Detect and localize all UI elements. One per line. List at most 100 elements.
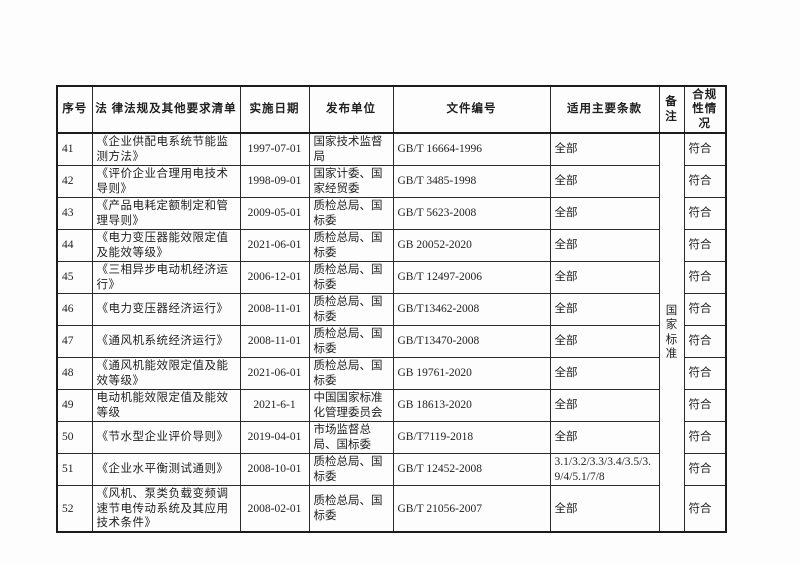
cell-publisher: 质检总局、国标委 (308, 325, 394, 359)
cell-name: 《评价企业合理用电技术导则》 (91, 165, 241, 199)
cell-publisher: 质检总局、国标委 (308, 229, 394, 263)
cell-publisher: 国家计委、国家经贸委 (308, 165, 394, 199)
cell-compliance: 符合 (683, 325, 727, 359)
cell-doc-no: GB/T7119-2018 (392, 421, 551, 455)
header-doc-no: 文件编号 (392, 85, 551, 135)
cell-compliance: 符合 (683, 165, 727, 199)
cell-remark-merged: 国家标准 (658, 132, 685, 533)
cell-index: 43 (56, 197, 93, 231)
cell-compliance: 符合 (683, 485, 727, 533)
header-remark: 备注 (658, 85, 685, 135)
cell-publisher: 质检总局、国标委 (308, 197, 394, 231)
table-row: 49 电动机能效限定值及能效等级 2021-6-1 中国国家标准化管理委员会 G… (56, 389, 727, 423)
cell-publisher: 质检总局、国标委 (308, 261, 394, 295)
cell-name: 《电力变压器经济运行》 (91, 293, 241, 327)
cell-doc-no: GB/T 21056-2007 (392, 485, 551, 533)
cell-clauses: 全部 (549, 325, 660, 359)
cell-date: 2008-11-01 (239, 293, 310, 327)
table-row: 42 《评价企业合理用电技术导则》 1998-09-01 国家计委、国家经贸委 … (56, 165, 727, 199)
cell-name: 《通风机系统经济运行》 (91, 325, 241, 359)
cell-publisher: 质检总局、国标委 (308, 357, 394, 391)
cell-date: 2006-12-01 (239, 261, 310, 295)
cell-compliance: 符合 (683, 357, 727, 391)
cell-date: 2008-10-01 (239, 453, 310, 487)
cell-date: 2021-6-1 (239, 389, 310, 423)
cell-doc-no: GB 20052-2020 (392, 229, 551, 263)
cell-doc-no: GB/T13462-2008 (392, 293, 551, 327)
cell-doc-no: GB/T 12452-2008 (392, 453, 551, 487)
cell-doc-no: GB/T13470-2008 (392, 325, 551, 359)
table-body: 41 《企业供配电系统节能监测方法》 1997-07-01 国家技术监督局 GB… (56, 132, 727, 533)
cell-clauses: 全部 (549, 293, 660, 327)
cell-publisher: 质检总局、国标委 (308, 453, 394, 487)
cell-index: 45 (56, 261, 93, 295)
cell-clauses: 3.1/3.2/3.3/3.4/3.5/3.9/4/5.1/7/8 (549, 453, 660, 487)
cell-date: 2019-04-01 (239, 421, 310, 455)
cell-clauses: 全部 (549, 421, 660, 455)
cell-compliance: 符合 (683, 197, 727, 231)
cell-compliance: 符合 (683, 229, 727, 263)
cell-index: 44 (56, 229, 93, 263)
cell-name: 《产品电耗定额制定和管理导则》 (91, 197, 241, 231)
table-row: 45 《三相异步电动机经济运行》 2006-12-01 质检总局、国标委 GB/… (56, 261, 727, 295)
cell-index: 51 (56, 453, 93, 487)
table-row: 51 《企业水平衡测试通则》 2008-10-01 质检总局、国标委 GB/T … (56, 453, 727, 487)
table-row: 44 《电力变压器能效限定值及能效等级》 2021-06-01 质检总局、国标委… (56, 229, 727, 263)
cell-date: 1998-09-01 (239, 165, 310, 199)
cell-publisher: 市场监督总局、国标委 (308, 421, 394, 455)
header-publisher: 发布单位 (308, 85, 394, 135)
cell-compliance: 符合 (683, 261, 727, 295)
cell-name: 电动机能效限定值及能效等级 (91, 389, 241, 423)
cell-index: 48 (56, 357, 93, 391)
cell-doc-no: GB/T 5623-2008 (392, 197, 551, 231)
cell-clauses: 全部 (549, 261, 660, 295)
header-clauses: 适用主要条款 (549, 85, 660, 135)
table-row: 52 《风机、泵类负载变频调速节电传动系统及其应用技术条件》 2008-02-0… (56, 485, 727, 533)
cell-publisher: 质检总局、国标委 (308, 293, 394, 327)
table-row: 46 《电力变压器经济运行》 2008-11-01 质检总局、国标委 GB/T1… (56, 293, 727, 327)
cell-clauses: 全部 (549, 229, 660, 263)
header-compliance: 合规性情况 (683, 85, 727, 135)
cell-date: 2009-05-01 (239, 197, 310, 231)
cell-name: 《风机、泵类负载变频调速节电传动系统及其应用技术条件》 (91, 485, 241, 533)
table-row: 41 《企业供配电系统节能监测方法》 1997-07-01 国家技术监督局 GB… (56, 132, 727, 533)
cell-name: 《企业供配电系统节能监测方法》 (91, 132, 241, 167)
regulations-table: 序号 法 律法规及其他要求清单 实施日期 发布单位 文件编号 适用主要条款 备注… (56, 85, 727, 534)
cell-name: 《企业水平衡测试通则》 (91, 453, 241, 487)
cell-index: 47 (56, 325, 93, 359)
cell-compliance: 符合 (683, 453, 727, 487)
cell-compliance: 符合 (683, 132, 727, 167)
cell-clauses: 全部 (549, 165, 660, 199)
cell-name: 《通风机能效限定值及能效等级》 (91, 357, 241, 391)
cell-compliance: 符合 (683, 293, 727, 327)
table-row: 47 《通风机系统经济运行》 2008-11-01 质检总局、国标委 GB/T1… (56, 325, 727, 359)
cell-compliance: 符合 (683, 389, 727, 423)
table-row: 50 《节水型企业评价导则》 2019-04-01 市场监督总局、国标委 GB/… (56, 421, 727, 455)
cell-doc-no: GB/T 3485-1998 (392, 165, 551, 199)
cell-index: 49 (56, 389, 93, 423)
cell-clauses: 全部 (549, 357, 660, 391)
cell-index: 52 (56, 485, 93, 533)
cell-date: 2021-06-01 (239, 229, 310, 263)
cell-date: 1997-07-01 (239, 132, 310, 167)
cell-date: 2008-11-01 (239, 325, 310, 359)
header-index: 序号 (56, 85, 93, 135)
cell-index: 46 (56, 293, 93, 327)
cell-name: 《电力变压器能效限定值及能效等级》 (91, 229, 241, 263)
cell-date: 2008-02-01 (239, 485, 310, 533)
cell-index: 42 (56, 165, 93, 199)
cell-doc-no: GB/T 12497-2006 (392, 261, 551, 295)
cell-date: 2021-06-01 (239, 357, 310, 391)
cell-clauses: 全部 (549, 197, 660, 231)
cell-publisher: 中国国家标准化管理委员会 (308, 389, 394, 423)
cell-doc-no: GB 18613-2020 (392, 389, 551, 423)
cell-compliance: 符合 (683, 421, 727, 455)
cell-clauses: 全部 (549, 132, 660, 167)
cell-publisher: 质检总局、国标委 (308, 485, 394, 533)
cell-name: 《节水型企业评价导则》 (91, 421, 241, 455)
header-date: 实施日期 (239, 85, 310, 135)
cell-doc-no: GB 19761-2020 (392, 357, 551, 391)
cell-clauses: 全部 (549, 485, 660, 533)
table-row: 48 《通风机能效限定值及能效等级》 2021-06-01 质检总局、国标委 G… (56, 357, 727, 391)
